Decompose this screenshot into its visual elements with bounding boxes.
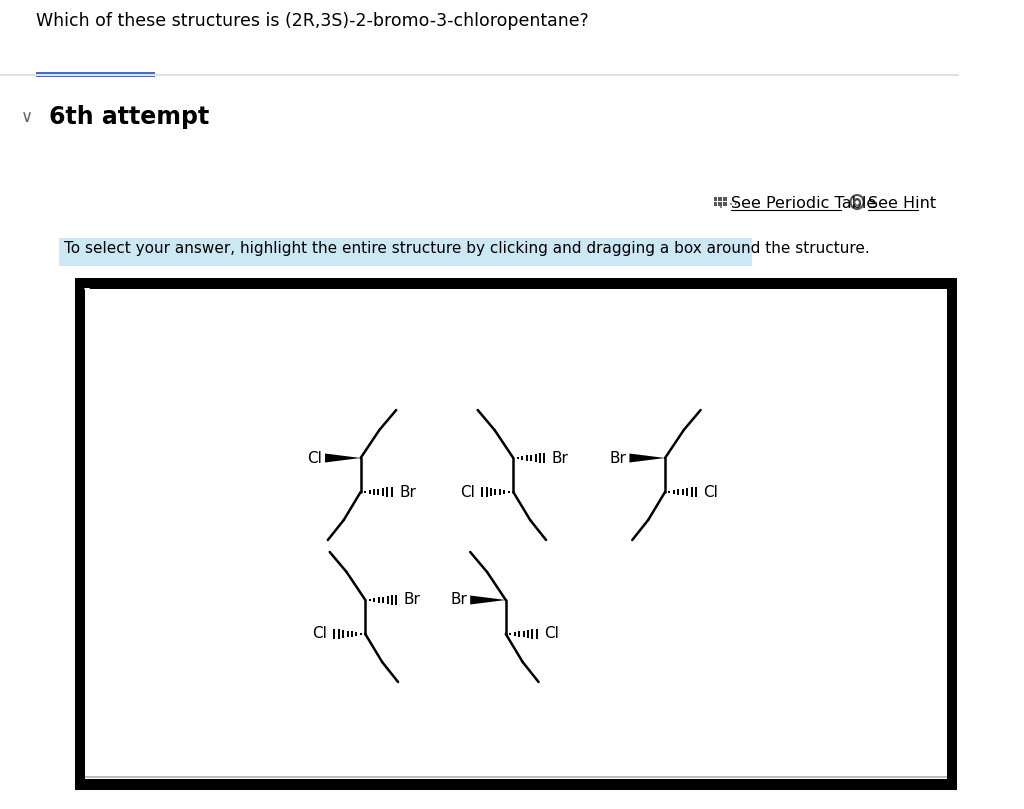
Text: ↻: ↻	[82, 286, 97, 304]
Text: 6th attempt: 6th attempt	[49, 105, 209, 129]
Text: Br: Br	[609, 451, 627, 465]
Bar	[59, 238, 753, 266]
Text: To select your answer, highlight the entire structure by clicking and dragging a: To select your answer, highlight the ent…	[63, 241, 869, 256]
Bar	[75, 278, 957, 790]
Text: See Hint: See Hint	[868, 196, 936, 211]
Polygon shape	[630, 454, 665, 463]
Bar	[723, 197, 727, 201]
Bar	[714, 202, 718, 206]
Bar	[36, 72, 156, 77]
Text: Q: Q	[853, 197, 861, 207]
Text: See Periodic Table: See Periodic Table	[730, 196, 876, 211]
Text: Br: Br	[403, 592, 421, 608]
Bar	[723, 202, 727, 206]
Text: Br: Br	[399, 485, 416, 499]
Text: Cl: Cl	[307, 451, 323, 465]
Bar	[85, 289, 947, 779]
Text: Cl: Cl	[312, 626, 327, 642]
Bar	[714, 197, 718, 201]
Text: Br: Br	[552, 451, 568, 465]
Text: ⋮: ⋮	[714, 196, 728, 210]
Polygon shape	[470, 595, 506, 604]
Polygon shape	[325, 454, 360, 463]
Bar	[719, 202, 722, 206]
Bar	[85, 776, 947, 778]
Text: Br: Br	[451, 592, 467, 608]
Text: Which of these structures is (2R,3S)-2-bromo-3-chloropentane?: Which of these structures is (2R,3S)-2-b…	[36, 12, 589, 30]
Text: Cl: Cl	[544, 626, 559, 642]
Text: Cl: Cl	[703, 485, 718, 499]
Bar	[0, 74, 959, 75]
Text: ∨: ∨	[20, 108, 33, 126]
Text: ⋯: ⋯	[723, 196, 737, 210]
Text: Cl: Cl	[460, 485, 475, 499]
Bar	[719, 197, 722, 201]
